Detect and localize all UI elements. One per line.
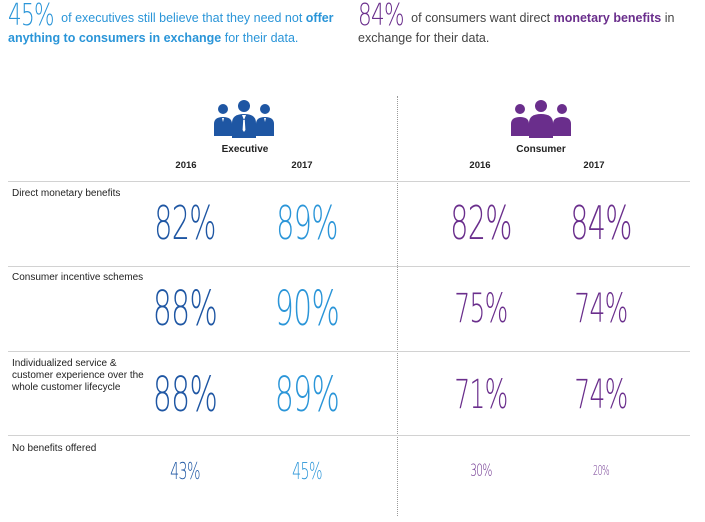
value-individualized-consumer-2017: 74%: [574, 372, 628, 418]
value-individualized-executive-2016: 88%: [152, 367, 218, 423]
row-separator: [8, 435, 690, 436]
value-direct-monetary-consumer-2017: 84%: [570, 196, 632, 250]
executive-group-label: Executive: [221, 144, 269, 155]
row-separator: [8, 351, 690, 352]
row-label-consumer-incentive-schemes: Consumer incentive schemes: [12, 272, 144, 283]
consumer-people-icon: [511, 100, 571, 138]
consumer-year-2017: 2017: [583, 160, 605, 171]
consumer-statement: 84% of consumers want direct monetary be…: [358, 0, 698, 48]
value-individualized-executive-2017: 89%: [274, 367, 340, 423]
row-label-direct-monetary-benefits: Direct monetary benefits: [12, 188, 121, 199]
executive-statement-bold: offer anything to consumers in exchange: [8, 11, 334, 45]
value-incentive-consumer-2016: 75%: [454, 286, 508, 332]
executive-headline-percent: 45%: [8, 0, 55, 33]
group-divider: [397, 96, 398, 516]
consumer-headline-percent: 84%: [358, 0, 405, 33]
consumer-statement-text-before: of consumers want direct: [411, 11, 554, 25]
value-no-benefits-executive-2017: 45%: [292, 459, 322, 485]
consumer-year-2016: 2016: [469, 160, 491, 171]
value-no-benefits-consumer-2016: 30%: [470, 461, 492, 481]
row-label-individualized-service: Individualized service & customer experi…: [12, 358, 144, 393]
executive-statement-text-after: for their data.: [221, 31, 299, 45]
row-separator: [8, 181, 690, 182]
executive-people-icon: [214, 100, 274, 138]
value-incentive-executive-2017: 90%: [274, 281, 340, 337]
row-separator: [8, 266, 690, 267]
executive-year-2016: 2016: [175, 160, 197, 171]
executive-statement: 45% of executives still believe that the…: [8, 0, 348, 48]
value-individualized-consumer-2016: 71%: [454, 372, 508, 418]
executive-statement-text-before: of executives still believe that they ne…: [61, 11, 306, 25]
value-direct-monetary-executive-2016: 82%: [154, 196, 216, 250]
value-direct-monetary-executive-2017: 89%: [276, 196, 338, 250]
row-label-no-benefits-offered: No benefits offered: [12, 443, 97, 454]
value-incentive-executive-2016: 88%: [152, 281, 218, 337]
value-no-benefits-executive-2016: 43%: [170, 459, 200, 485]
executive-year-2017: 2017: [291, 160, 313, 171]
value-no-benefits-consumer-2017: 20%: [592, 464, 610, 479]
consumer-statement-bold: monetary benefits: [553, 11, 662, 25]
value-incentive-consumer-2017: 74%: [574, 286, 628, 332]
value-direct-monetary-consumer-2016: 82%: [450, 196, 512, 250]
consumer-group-label: Consumer: [516, 144, 566, 155]
consumer-statement-text-after: in exchange for their data.: [358, 11, 675, 45]
